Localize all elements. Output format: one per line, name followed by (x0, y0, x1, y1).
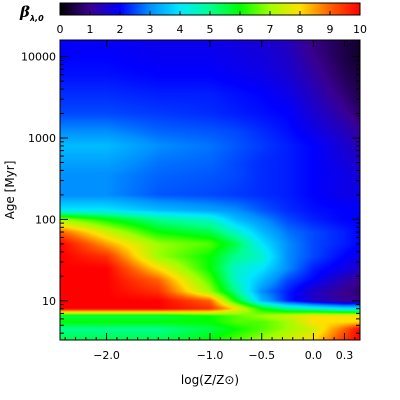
colorbar-tick-label: 6 (237, 23, 244, 36)
colorbar: βλ,0 0 1 2 3 4 5 6 7 8 9 10 (19, 2, 367, 36)
x-tick-label: 0.0 (305, 349, 323, 362)
colorbar-tick-label: 2 (117, 23, 124, 36)
colorbar-tick-label: 3 (147, 23, 154, 36)
x-tick-label: 0.3 (336, 349, 354, 362)
colorbar-tick-label: 4 (177, 23, 184, 36)
y-tick-label: 100 (35, 213, 56, 226)
x-tick-label: −2.0 (93, 349, 120, 362)
y-tick-label: 10000 (21, 51, 56, 64)
colorbar-tick-label: 10 (353, 23, 367, 36)
heatmap (60, 40, 360, 340)
x-axis-ticks: −2.0 −1.0 −0.5 0.0 0.3 (64, 40, 356, 362)
y-axis-label: Age [Myr] (3, 161, 17, 220)
colorbar-tick-label: 8 (297, 23, 304, 36)
colorbar-tick-label: 1 (87, 23, 94, 36)
colorbar-tick-label: 7 (267, 23, 274, 36)
colorbar-tick-label: 0 (57, 23, 64, 36)
colorbar-label: βλ,0 (19, 3, 44, 23)
y-tick-label: 1000 (28, 132, 56, 145)
colorbar-tick-label: 9 (327, 23, 334, 36)
x-tick-label: −1.0 (197, 349, 224, 362)
y-tick-label: 10 (42, 295, 56, 308)
colorbar-ticks: 0 1 2 3 4 5 6 7 8 9 10 (57, 11, 367, 36)
y-axis-ticks: 10 100 1000 10000 (21, 51, 360, 334)
x-tick-label: −0.5 (248, 349, 275, 362)
heatmap-container (60, 40, 360, 340)
x-axis-label: log(Z/Z⊙) (181, 373, 239, 387)
plot-area: −2.0 −1.0 −0.5 0.0 0.3 10 100 1000 10000 (21, 39, 361, 362)
colorbar-tick-label: 5 (207, 23, 214, 36)
